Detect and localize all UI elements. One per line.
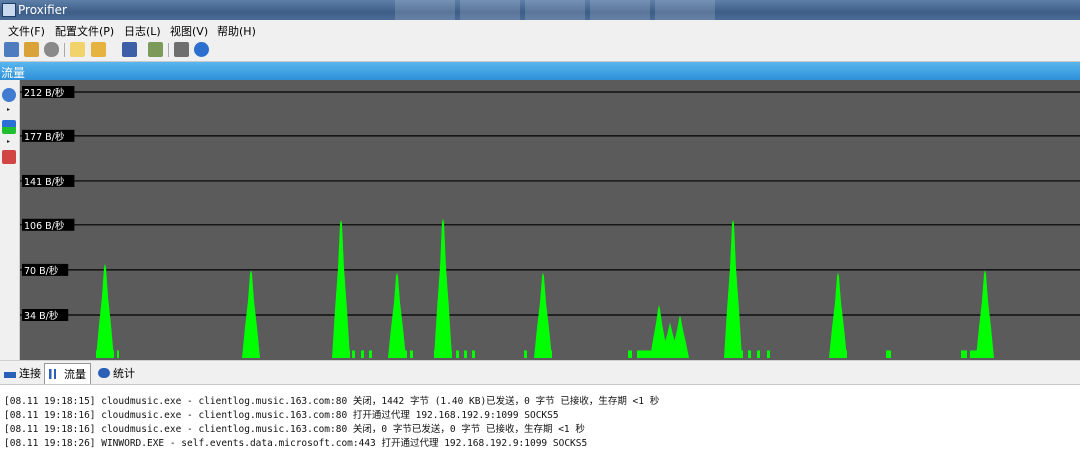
traffic-peak bbox=[332, 219, 350, 358]
taskbar-thumbnail bbox=[590, 0, 650, 20]
toolbar bbox=[0, 39, 1080, 62]
log-line: [08.11 19:18:26] WINWORD.EXE - self.even… bbox=[4, 438, 588, 449]
y-tick-label-bg bbox=[22, 218, 75, 231]
traffic-peak bbox=[724, 219, 742, 358]
traffic-bar bbox=[628, 350, 632, 358]
log-line: [08.11 19:18:16] cloudmusic.exe - client… bbox=[4, 424, 585, 435]
side-toolbar: ▸ ▸ bbox=[0, 80, 20, 360]
menu-profile[interactable]: 配置文件(P) bbox=[55, 25, 115, 38]
y-tick-label: 177 B/秒 bbox=[24, 131, 65, 143]
traffic-peak bbox=[96, 263, 114, 358]
y-tick-label: 34 B/秒 bbox=[24, 310, 59, 322]
log-line: [08.11 19:18:15] cloudmusic.exe - client… bbox=[4, 396, 660, 407]
traffic-bar bbox=[117, 350, 119, 358]
traffic-bar bbox=[472, 350, 475, 358]
y-tick-label: 141 B/秒 bbox=[24, 176, 65, 188]
tab-connections[interactable]: 连接 bbox=[0, 363, 45, 383]
taskbar-thumbnail bbox=[655, 0, 715, 20]
save-profile-icon[interactable] bbox=[122, 42, 137, 57]
traffic-icon bbox=[49, 369, 61, 379]
taskbar-thumbnail bbox=[460, 0, 520, 20]
traffic-peak bbox=[671, 315, 689, 358]
traffic-chart: 212 B/秒 177 B/秒 141 B/秒 106 B/秒 70 B/秒 34 B/秒 bbox=[20, 80, 1080, 360]
taskbar-thumbnail bbox=[525, 0, 585, 20]
statistics-icon bbox=[98, 368, 110, 378]
tab-label: 统计 bbox=[113, 367, 135, 380]
dropdown-caret[interactable]: ▸ bbox=[7, 138, 11, 145]
connections-icon bbox=[4, 368, 16, 378]
traffic-bar bbox=[456, 350, 459, 358]
export-icon[interactable] bbox=[148, 42, 163, 57]
traffic-peak bbox=[434, 218, 452, 358]
traffic-bar bbox=[524, 350, 527, 358]
color-icon[interactable] bbox=[2, 120, 16, 134]
open-profile-icon[interactable] bbox=[91, 42, 106, 57]
traffic-peak bbox=[534, 272, 552, 358]
menu-bar: 文件(F) 配置文件(P) 日志(L) 视图(V) 帮助(H) bbox=[0, 20, 1080, 39]
connect-icon[interactable] bbox=[4, 42, 19, 57]
tab-label: 流量 bbox=[64, 368, 86, 381]
menu-file[interactable]: 文件(F) bbox=[8, 25, 45, 38]
tab-statistics[interactable]: 统计 bbox=[94, 363, 139, 383]
y-tick-label-bg bbox=[22, 129, 75, 142]
traffic-bar bbox=[410, 350, 413, 358]
traffic-bar bbox=[464, 350, 467, 358]
window-title: Proxifier bbox=[18, 3, 67, 17]
traffic-bar bbox=[352, 350, 355, 358]
clear-icon[interactable] bbox=[2, 150, 16, 164]
menu-help[interactable]: 帮助(H) bbox=[217, 25, 256, 38]
app-icon bbox=[2, 3, 16, 17]
y-tick-label-bg bbox=[22, 309, 69, 321]
traffic-bar bbox=[757, 350, 760, 358]
print-icon[interactable] bbox=[174, 42, 189, 57]
tab-traffic[interactable]: 流量 bbox=[44, 363, 91, 384]
traffic-peak bbox=[242, 269, 260, 358]
traffic-peak bbox=[976, 269, 994, 358]
y-tick-label-bg bbox=[22, 86, 75, 98]
y-tick-label-bg bbox=[22, 174, 75, 187]
taskbar-thumbnail bbox=[395, 0, 455, 20]
log-line: [08.11 19:18:16] cloudmusic.exe - client… bbox=[4, 410, 559, 421]
y-tick-label: 212 B/秒 bbox=[24, 87, 65, 99]
traffic-panel-header: 流量 bbox=[0, 62, 1080, 80]
log-panel[interactable]: [08.11 19:18:15] cloudmusic.exe - client… bbox=[0, 384, 1080, 452]
traffic-bar bbox=[886, 350, 891, 358]
new-profile-icon[interactable] bbox=[70, 42, 85, 57]
traffic-peak bbox=[388, 272, 406, 358]
tab-label: 连接 bbox=[19, 367, 41, 380]
dropdown-caret[interactable]: ▸ bbox=[7, 106, 11, 113]
traffic-bar bbox=[361, 350, 364, 358]
help-icon[interactable] bbox=[194, 42, 209, 57]
panel-title: 流量 bbox=[1, 66, 26, 80]
traffic-bar bbox=[369, 350, 372, 358]
traffic-bar bbox=[748, 350, 751, 358]
traffic-peak bbox=[650, 304, 668, 358]
menu-view[interactable]: 视图(V) bbox=[170, 25, 209, 38]
traffic-bar bbox=[961, 350, 967, 358]
traffic-chart-svg: 212 B/秒 177 B/秒 141 B/秒 106 B/秒 70 B/秒 34 B/秒 bbox=[20, 86, 1080, 358]
traffic-bar bbox=[767, 350, 770, 358]
title-bar: Proxifier bbox=[0, 0, 1080, 20]
proxy-servers-icon[interactable] bbox=[44, 42, 59, 57]
y-tick-label: 106 B/秒 bbox=[24, 220, 65, 232]
y-tick-label-bg bbox=[22, 263, 69, 276]
toolbar-separator bbox=[64, 43, 65, 57]
toolbar-separator bbox=[168, 43, 169, 57]
bottom-tabs: 连接 流量 统计 bbox=[0, 360, 1080, 385]
history-icon[interactable] bbox=[2, 88, 16, 102]
menu-log[interactable]: 日志(L) bbox=[124, 25, 161, 38]
traffic-peak bbox=[829, 272, 847, 358]
y-tick-label: 70 B/秒 bbox=[24, 265, 59, 277]
profile-icon[interactable] bbox=[24, 42, 39, 57]
